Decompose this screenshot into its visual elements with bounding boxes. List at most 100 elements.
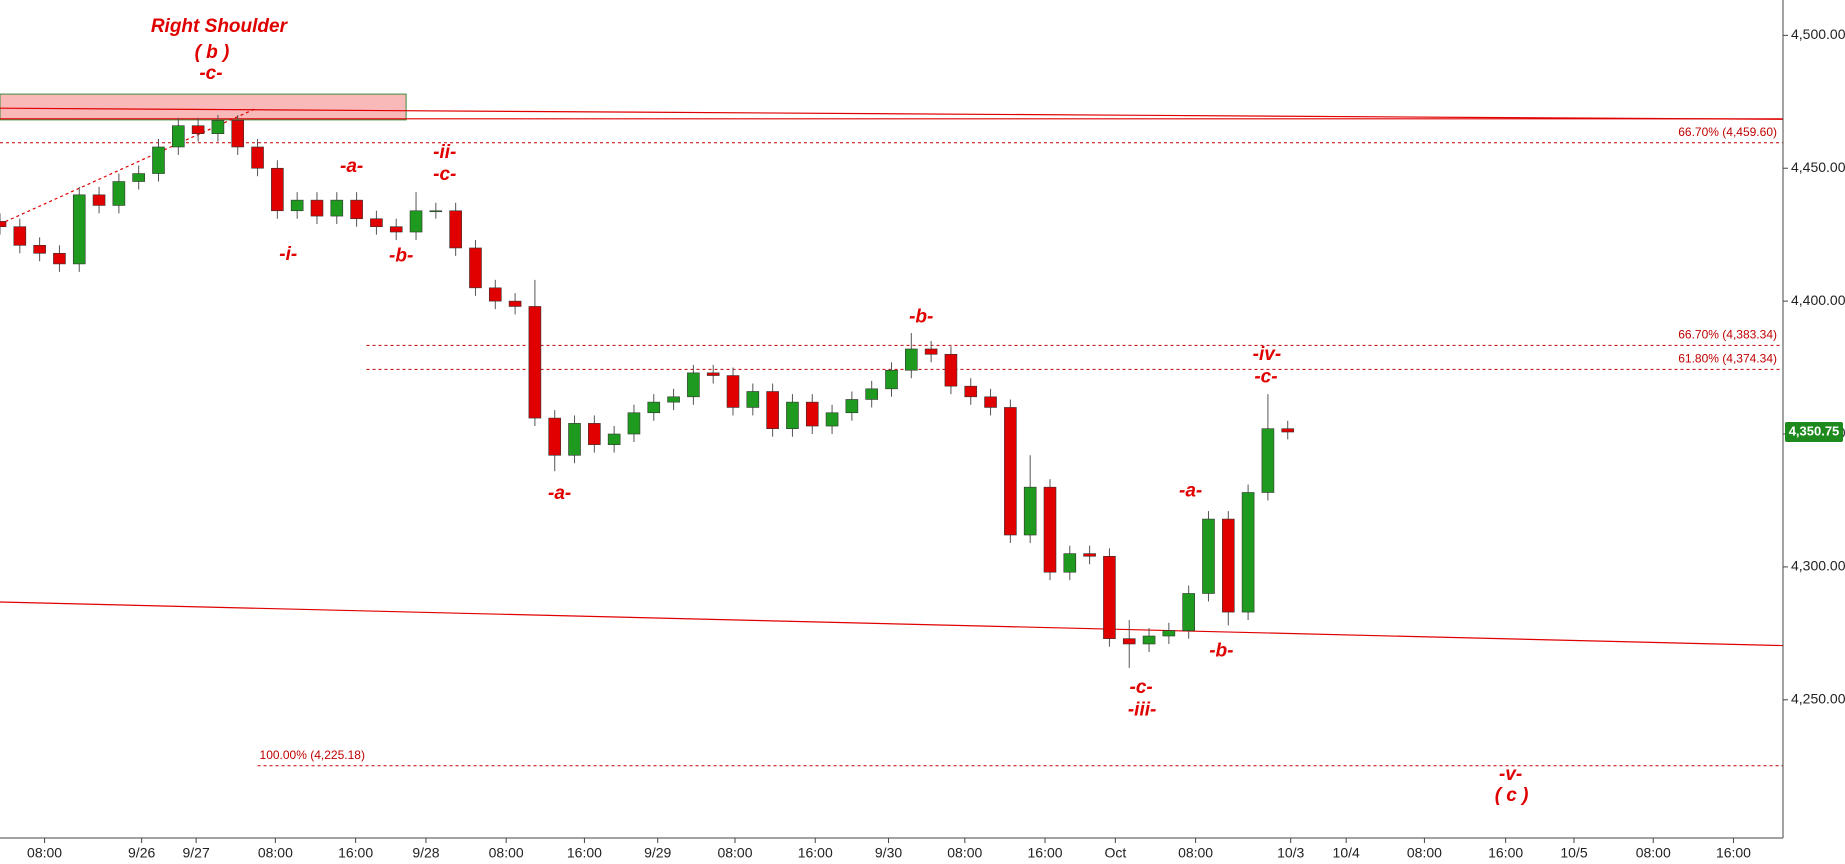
candle-body (389, 226, 403, 233)
trendline (0, 107, 1784, 120)
candle-body (191, 125, 205, 134)
candle-body (667, 396, 680, 403)
candle-body (53, 252, 66, 265)
x-tick-label: 08:00 (27, 845, 62, 861)
wave-label: -i- (279, 244, 297, 265)
y-tick-label: 4,400.00 (1791, 292, 1845, 308)
candle-body (310, 199, 324, 217)
candle-body (1023, 486, 1037, 536)
resistance-zone (0, 93, 407, 121)
candle-body (33, 245, 46, 254)
candle-body (647, 401, 661, 414)
wave-label: ( c ) (1495, 785, 1529, 806)
candle-body (152, 146, 165, 174)
x-tick-label: 16:00 (1488, 845, 1523, 861)
candle-body (290, 199, 304, 212)
candle-body (548, 417, 562, 456)
x-tick-label: 08:00 (1636, 845, 1671, 861)
candle-body (924, 348, 938, 355)
x-tick-label: 16:00 (567, 845, 602, 861)
x-tick-label: 08:00 (1178, 845, 1213, 861)
fib-label: 66.70% (4,459.60) (1678, 125, 1777, 139)
fib-label: 66.70% (4,383.34) (1678, 328, 1777, 342)
candle-body (1182, 593, 1195, 631)
last-price-label: 4,350.75 (1789, 423, 1840, 438)
x-tick-label: 10/4 (1333, 845, 1360, 861)
fib-label: 61.80% (4,374.34) (1678, 351, 1777, 365)
candle-body (92, 194, 106, 206)
candle-body (528, 306, 542, 419)
candle-body (588, 423, 601, 445)
candle-body (13, 226, 27, 246)
y-tick-label: 4,500.00 (1791, 26, 1845, 42)
last-price-box (1785, 422, 1843, 443)
x-tick-label: 08:00 (717, 845, 752, 861)
candle-body (805, 401, 819, 427)
candle-body (984, 396, 997, 408)
wave-label: -c- (1254, 366, 1277, 387)
x-tick-label: 9/26 (128, 845, 155, 861)
candle-body (627, 412, 641, 435)
candle-body (845, 399, 859, 414)
candle-body (1142, 635, 1156, 645)
candle-body (964, 385, 978, 398)
y-tick-label: 4,450.00 (1791, 159, 1845, 175)
wave-label: -iv- (1253, 344, 1282, 365)
wave-label: -c- (199, 63, 222, 84)
candle-body (905, 348, 918, 371)
candle-body (1221, 518, 1235, 613)
candle-body (706, 372, 720, 376)
candle-body (746, 391, 760, 408)
x-tick-label: 16:00 (1028, 845, 1063, 861)
wave-label: -ii- (433, 142, 456, 163)
candle-body (1241, 492, 1255, 613)
wave-label: -c- (1130, 677, 1153, 698)
x-tick-label: 08:00 (258, 845, 293, 861)
x-tick-label: 10/5 (1560, 845, 1587, 861)
wave-label: -b- (1209, 640, 1233, 661)
x-tick-label: 16:00 (338, 845, 373, 861)
wave-label: ( b ) (195, 42, 230, 63)
x-tick-label: 08:00 (489, 845, 524, 861)
candle-body (330, 199, 344, 217)
candle-body (687, 372, 700, 398)
x-tick-label: 16:00 (798, 845, 833, 861)
candle-body (944, 353, 958, 387)
candle-body (865, 388, 878, 400)
wave-label: -a- (340, 156, 363, 177)
candle-body (132, 173, 145, 182)
candle-body (231, 120, 245, 148)
candle-body (172, 125, 185, 148)
candle-body (766, 391, 779, 430)
candle-body (1261, 428, 1275, 493)
wave-label: -iii- (1128, 699, 1157, 720)
candle-body (251, 146, 264, 169)
candle-body (607, 433, 621, 445)
candle-body (112, 181, 126, 206)
candle-body (1162, 630, 1176, 637)
candle-body (0, 221, 7, 228)
candle-body (72, 194, 86, 265)
wave-label: -a- (548, 483, 571, 504)
x-tick-label: 16:00 (1716, 845, 1751, 861)
candle-body (1004, 407, 1017, 536)
candle-body (211, 120, 225, 134)
fib-label: 100.00% (4,225.18) (260, 748, 365, 762)
candle-body (726, 375, 740, 408)
candle-body (1103, 555, 1116, 639)
x-tick-label: 08:00 (1407, 845, 1442, 861)
candle-body (1043, 486, 1057, 573)
candle-body (488, 287, 502, 302)
candle-body (469, 247, 482, 289)
candle-body (1281, 428, 1295, 433)
wave-label: -a- (1179, 481, 1202, 502)
candle-body (370, 218, 383, 228)
wave-label: -v- (1499, 764, 1522, 785)
y-tick-label: 4,300.00 (1791, 558, 1845, 574)
candle-body (568, 423, 581, 456)
candle-body (1063, 553, 1077, 573)
candle-body (1083, 553, 1096, 557)
trendline (0, 601, 1784, 647)
